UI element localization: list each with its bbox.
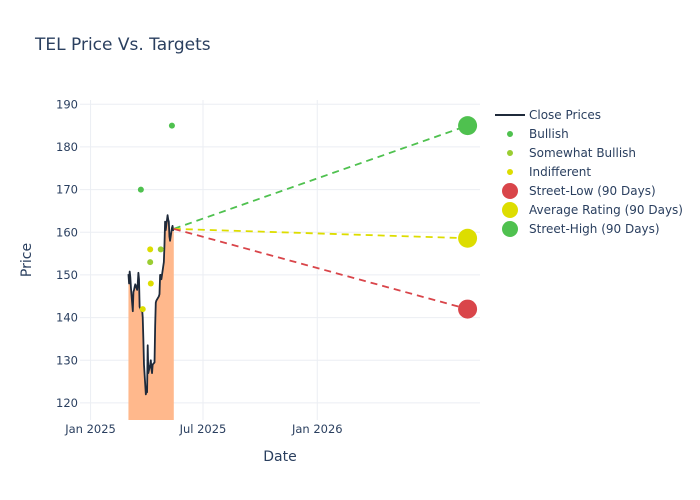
legend-label-street-low-90-days: Street-Low (90 Days) xyxy=(529,184,656,198)
y-axis-title: Price xyxy=(19,243,35,277)
y-tick-label: 180 xyxy=(56,140,78,154)
bullish-rating-point xyxy=(168,122,175,129)
y-tick-label: 190 xyxy=(56,97,78,111)
y-tick-label: 120 xyxy=(56,396,78,410)
street-low-target-marker xyxy=(458,299,478,319)
legend-swatch-street-low-90-days xyxy=(502,183,518,199)
bullish-rating-point xyxy=(137,186,144,193)
y-tick-label: 170 xyxy=(56,183,78,197)
y-tick-label: 160 xyxy=(56,225,78,239)
legend-swatch-average-rating-90-days xyxy=(502,202,518,218)
y-tick-label: 130 xyxy=(56,353,78,367)
legend-swatch-street-high-90-days xyxy=(502,221,518,237)
somewhat-bullish-rating-point xyxy=(157,246,164,253)
x-tick-label: Jul 2025 xyxy=(179,422,227,436)
legend-swatch-somewhat-bullish xyxy=(507,150,513,156)
average-rating-target-line xyxy=(173,227,468,240)
street-high-target-marker xyxy=(458,116,478,136)
close-price-area xyxy=(128,215,174,420)
street-high-target-line xyxy=(173,124,468,230)
indifferent-rating-point xyxy=(147,280,154,287)
legend: Close Prices Bullish Somewhat Bullish Indif… xyxy=(495,108,683,237)
axes: 120 130 140 150 160 170 180 190 Jan 2025 Jul 2025… xyxy=(56,97,343,436)
y-tick-label: 140 xyxy=(56,311,78,325)
chart-title: TEL Price Vs. Targets xyxy=(34,35,211,55)
x-tick-label: Jan 2026 xyxy=(291,422,343,436)
legend-label-close-prices: Close Prices xyxy=(529,108,601,122)
legend-label-somewhat-bullish: Somewhat Bullish xyxy=(529,146,636,160)
legend-swatch-bullish xyxy=(507,131,513,137)
plot-area xyxy=(127,116,478,420)
close-price-line xyxy=(127,214,175,396)
x-tick-label: Jan 2025 xyxy=(64,422,116,436)
legend-label-bullish: Bullish xyxy=(529,127,569,141)
indifferent-rating-point xyxy=(147,246,154,253)
x-axis-title: Date xyxy=(263,449,296,465)
somewhat-bullish-rating-point xyxy=(147,259,154,266)
y-tick-label: 150 xyxy=(56,268,78,282)
average-rating-target-marker xyxy=(458,228,478,248)
legend-label-street-high-90-days: Street-High (90 Days) xyxy=(529,222,660,236)
street-low-target-line xyxy=(173,227,468,310)
legend-swatch-indifferent xyxy=(507,169,513,175)
indifferent-rating-point xyxy=(139,306,146,313)
legend-label-average-rating-90-days: Average Rating (90 Days) xyxy=(529,203,683,217)
legend-label-indifferent: Indifferent xyxy=(529,165,591,179)
